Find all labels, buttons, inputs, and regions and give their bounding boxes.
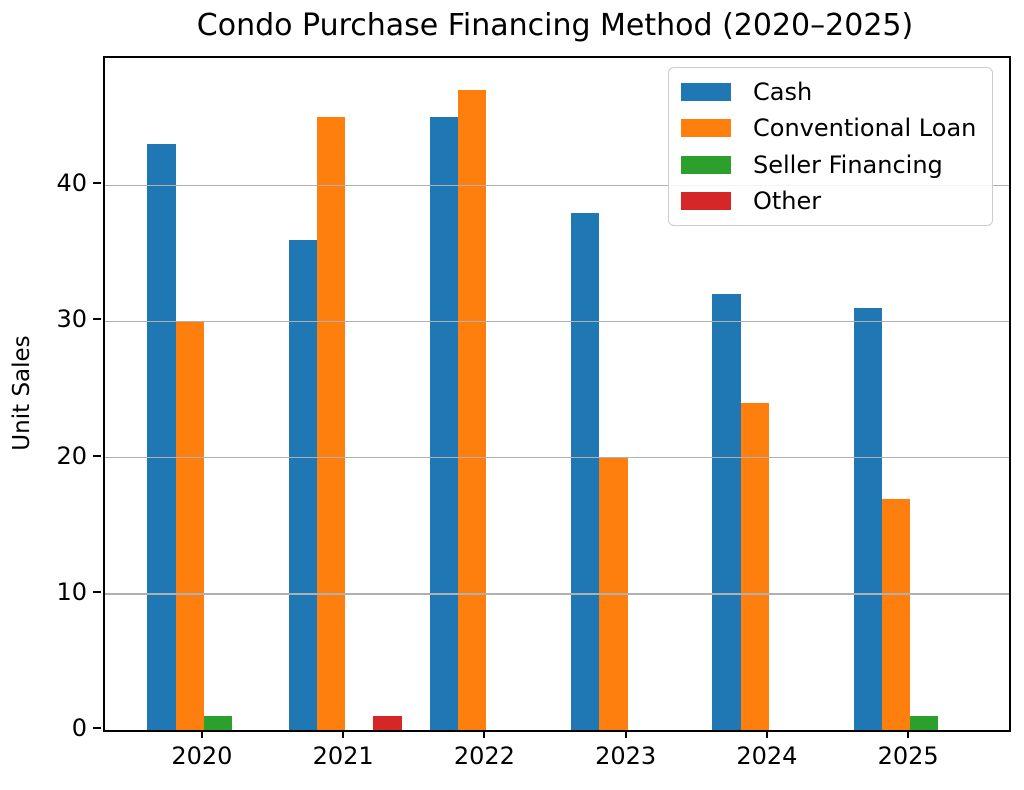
y-tick-label-40: 40 [56, 169, 87, 198]
x-tick-label-2025: 2025 [877, 742, 939, 770]
bar-cash-2023 [571, 212, 600, 730]
y-tick-label-0: 0 [71, 714, 87, 742]
bar-cash-2021 [288, 239, 317, 730]
bar-seller-financing-2020 [203, 716, 233, 730]
x-tick-label-2022: 2022 [453, 742, 515, 770]
gridline-y-10 [105, 593, 1009, 595]
y-tick-mark-20 [93, 454, 101, 457]
gridline-y-20 [105, 456, 1009, 459]
legend-swatch-icon [681, 83, 731, 102]
legend-item-conventional-loan: Conventional Loan [681, 114, 980, 142]
y-tick-mark-30 [93, 318, 101, 321]
legend-item-seller-financing: Seller Financing [681, 151, 980, 179]
legend-swatch-icon [681, 191, 731, 210]
x-tick-label-2024: 2024 [736, 742, 798, 770]
legend-swatch-icon [681, 155, 731, 174]
y-tick-mark-40 [93, 182, 101, 185]
gridline-y-30 [105, 320, 1009, 323]
legend-swatch-icon [681, 119, 731, 138]
x-tick-mark-2020 [200, 730, 203, 738]
bar-cash-2025 [853, 307, 882, 730]
legend-label: Cash [753, 78, 813, 107]
bar-other-2021 [373, 716, 402, 730]
y-tick-mark-0 [93, 727, 101, 729]
bar-conventional-loan-2021 [316, 117, 346, 730]
x-tick-mark-2021 [342, 730, 345, 738]
bar-conventional-loan-2022 [458, 90, 487, 730]
x-tick-label-2021: 2021 [312, 742, 374, 770]
legend-label: Seller Financing [753, 150, 943, 179]
bar-conventional-loan-2025 [881, 498, 911, 730]
y-tick-label-20: 20 [56, 441, 87, 470]
bar-conventional-loan-2024 [740, 403, 769, 730]
chart-title: Condo Purchase Financing Method (2020–20… [196, 8, 914, 43]
legend-item-cash: Cash [681, 78, 980, 106]
legend-item-other: Other [681, 187, 980, 215]
bar-cash-2024 [712, 294, 741, 730]
legend-label: Conventional Loan [753, 114, 977, 143]
legend: Cash Conventional Loan Seller Financing Oth… [668, 67, 993, 226]
x-tick-mark-2023 [624, 730, 627, 738]
y-tick-label-10: 10 [56, 577, 87, 606]
gridline-y-40 [105, 184, 1009, 186]
x-tick-label-2023: 2023 [595, 742, 657, 770]
bar-cash-2020 [147, 144, 176, 730]
x-tick-label-2020: 2020 [171, 742, 233, 770]
y-tick-label-30: 30 [56, 305, 87, 334]
x-tick-mark-2024 [765, 730, 768, 738]
legend-label: Other [753, 186, 822, 215]
bar-cash-2022 [429, 117, 459, 730]
bar-conventional-loan-2020 [175, 321, 204, 730]
x-tick-mark-2025 [907, 730, 910, 738]
y-axis-label: Unit Sales [9, 335, 35, 451]
y-tick-mark-10 [93, 590, 101, 593]
bar-seller-financing-2025 [910, 716, 939, 730]
x-tick-mark-2022 [483, 730, 486, 738]
